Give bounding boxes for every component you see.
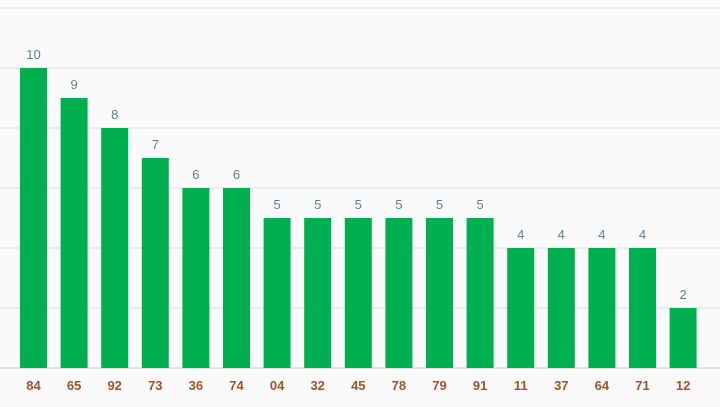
x-tick-label-71: 71 <box>635 378 649 393</box>
data-label-73: 7 <box>152 137 159 152</box>
x-tick-label-64: 64 <box>595 378 610 393</box>
data-label-37: 4 <box>558 227 565 242</box>
x-tick-label-45: 45 <box>351 378 365 393</box>
x-tick-label-78: 78 <box>392 378 406 393</box>
bar-73 <box>141 158 169 368</box>
data-label-71: 4 <box>639 227 646 242</box>
bar-65 <box>60 98 88 368</box>
bar-64 <box>588 248 616 368</box>
data-label-45: 5 <box>355 197 362 212</box>
data-label-74: 6 <box>233 167 240 182</box>
data-label-12: 2 <box>679 287 686 302</box>
x-tick-label-11: 11 <box>514 378 528 393</box>
bar-45 <box>344 218 372 368</box>
bar-78 <box>385 218 413 368</box>
bar-36 <box>182 188 210 368</box>
data-label-65: 9 <box>70 77 77 92</box>
x-tick-label-36: 36 <box>189 378 203 393</box>
data-label-11: 4 <box>517 227 524 242</box>
bar-layer <box>20 68 697 368</box>
x-tick-label-04: 04 <box>270 378 285 393</box>
x-tick-label-92: 92 <box>107 378 121 393</box>
x-tick-label-84: 84 <box>26 378 41 393</box>
bar-79 <box>426 218 453 368</box>
x-tick-label-32: 32 <box>310 378 324 393</box>
bar-71 <box>629 248 656 368</box>
x-tick-label-91: 91 <box>473 378 487 393</box>
data-label-92: 8 <box>111 107 118 122</box>
x-tick-label-74: 74 <box>229 378 244 393</box>
bar-04 <box>263 218 291 368</box>
x-tick-label-37: 37 <box>554 378 568 393</box>
data-label-79: 5 <box>436 197 443 212</box>
bar-12 <box>669 308 697 368</box>
bar-91 <box>466 218 494 368</box>
bar-32 <box>304 218 332 368</box>
bar-74 <box>223 188 250 368</box>
bar-37 <box>547 248 575 368</box>
bar-84 <box>20 68 47 368</box>
data-label-91: 5 <box>476 197 483 212</box>
data-label-36: 6 <box>192 167 199 182</box>
x-axis-tick-layer: 84 65 92 73 36 74 04 32 45 78 79 91 11 37 64 71 12 <box>26 378 690 393</box>
value-label-layer: 10 9 8 7 6 6 5 5 5 5 5 5 4 4 4 4 2 <box>26 47 686 302</box>
bar-92 <box>101 128 129 368</box>
data-label-84: 10 <box>26 47 40 62</box>
x-tick-label-65: 65 <box>67 378 81 393</box>
data-label-04: 5 <box>273 197 280 212</box>
x-tick-label-73: 73 <box>148 378 162 393</box>
x-tick-label-12: 12 <box>676 378 690 393</box>
data-label-78: 5 <box>395 197 402 212</box>
x-tick-label-79: 79 <box>432 378 446 393</box>
data-label-64: 4 <box>598 227 605 242</box>
bar-11 <box>507 248 535 368</box>
data-label-32: 5 <box>314 197 321 212</box>
